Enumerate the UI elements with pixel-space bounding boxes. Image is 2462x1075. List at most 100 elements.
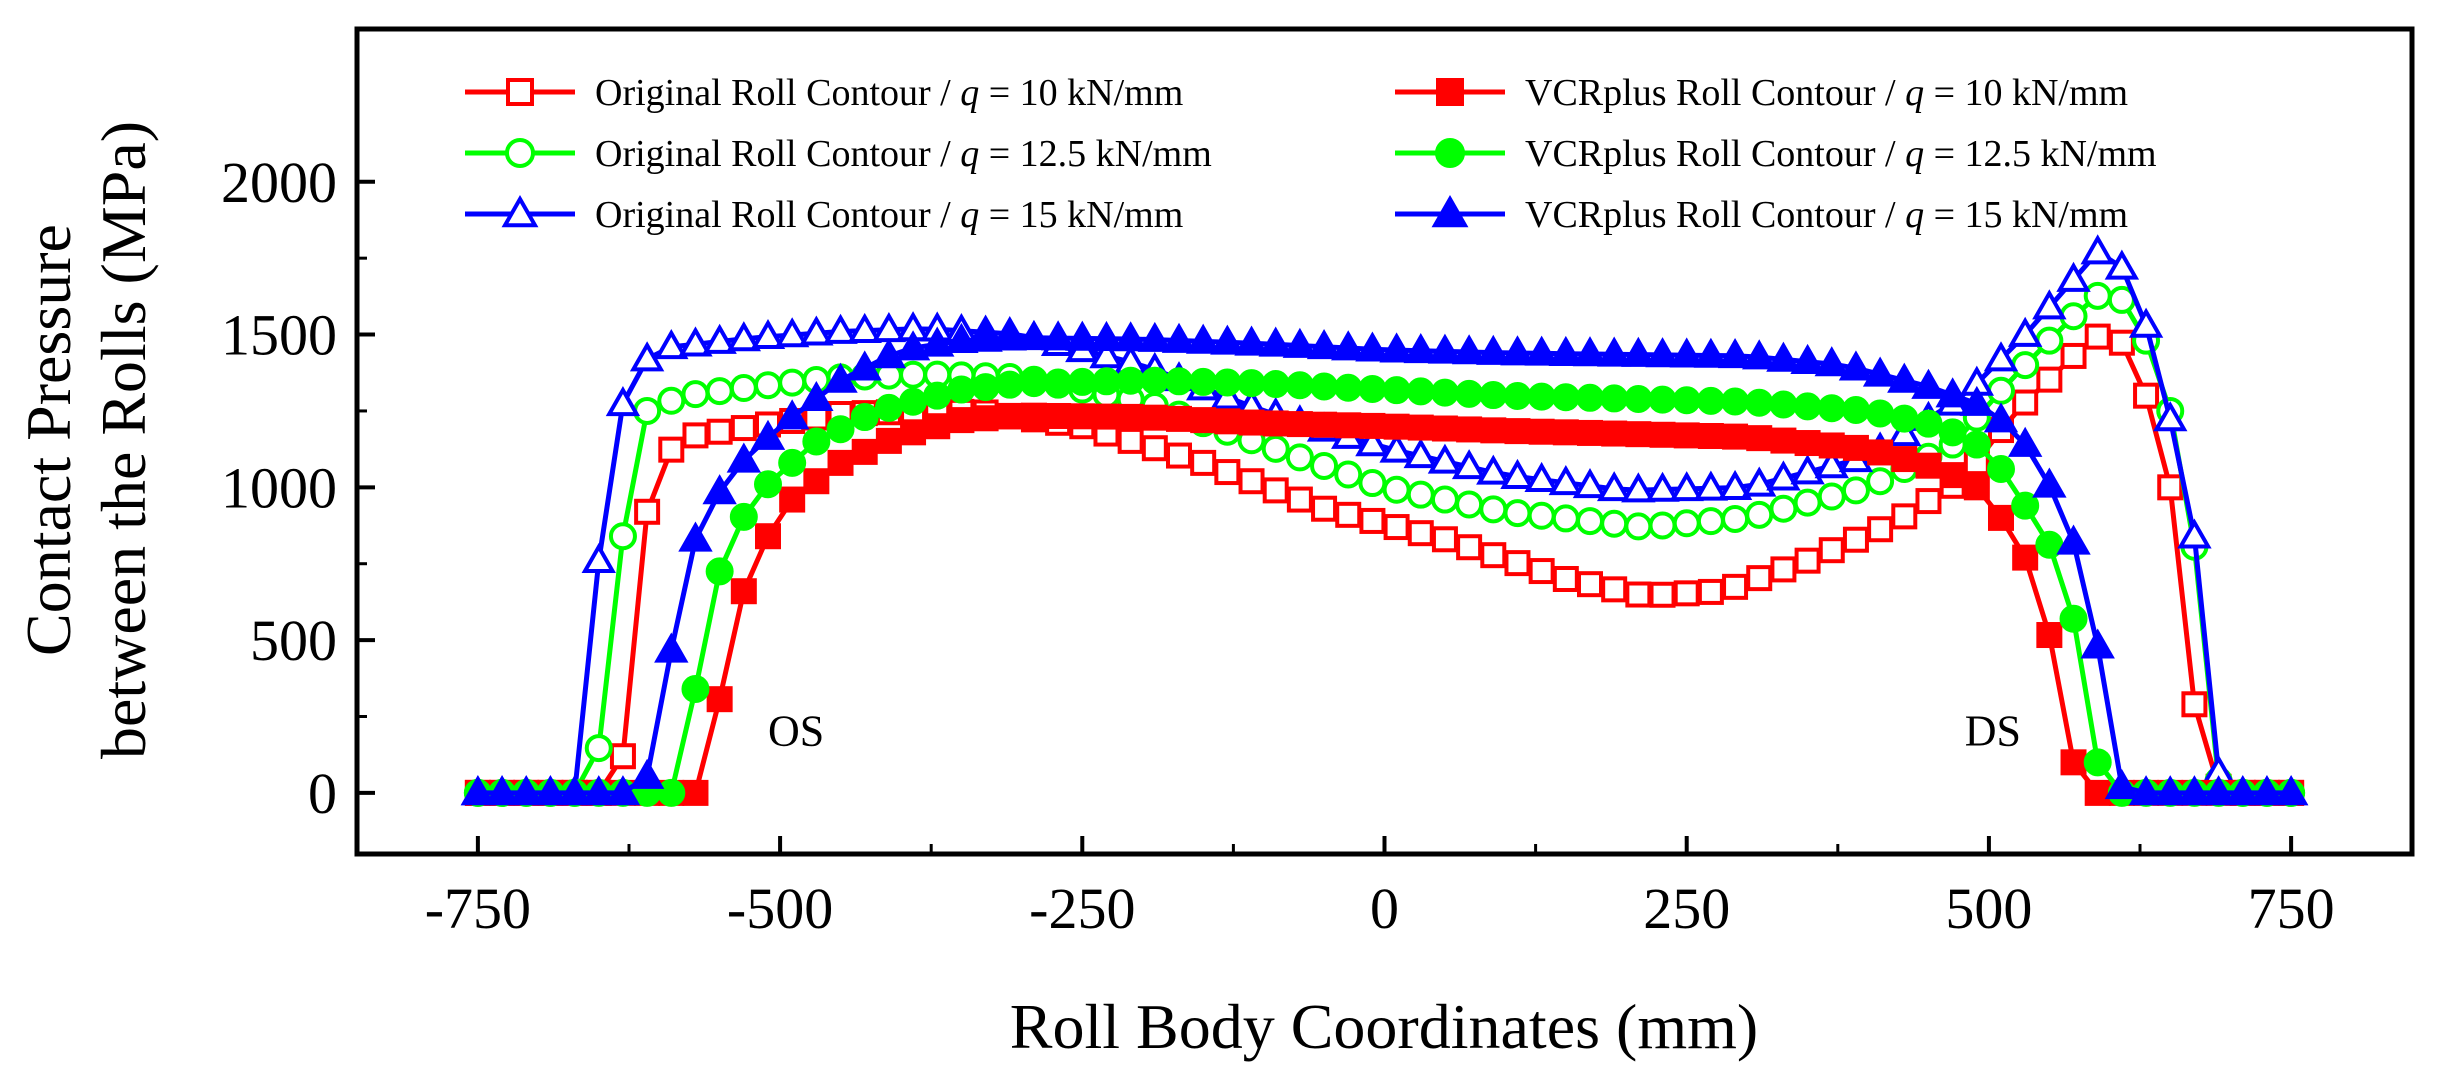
data-point — [2035, 326, 2064, 355]
data-point — [1403, 438, 1438, 469]
data-point — [1479, 495, 1508, 524]
data-point — [847, 312, 882, 343]
legend-label: VCRplus Roll Contour / q = 15 kN/mm — [1525, 194, 2128, 236]
data-point — [1210, 324, 1245, 355]
data-point — [1746, 425, 1773, 452]
data-point — [2056, 524, 2091, 555]
data-point — [605, 775, 641, 806]
data-point — [1237, 369, 1266, 398]
data-point — [1069, 403, 1096, 430]
data-point — [1261, 434, 1290, 463]
data-point — [1745, 388, 1774, 417]
data-point — [778, 448, 807, 477]
data-point — [1456, 534, 1483, 561]
data-point — [2059, 302, 2088, 331]
data-point — [2012, 389, 2039, 416]
data-point — [1334, 373, 1363, 402]
data-point — [2007, 426, 2043, 457]
data-point — [779, 486, 806, 513]
legend-label: VCRplus Roll Contour / q = 10 kN/mm — [1525, 72, 2128, 114]
data-point — [460, 775, 496, 806]
data-point — [1572, 336, 1608, 367]
data-point — [1621, 336, 1656, 367]
data-point — [803, 468, 830, 495]
data-point — [629, 341, 665, 372]
data-point — [1238, 468, 1265, 495]
annotations: OS DS — [768, 707, 2021, 756]
data-point — [1403, 332, 1438, 364]
data-point — [1697, 578, 1724, 605]
data-point — [1214, 459, 1241, 486]
data-point — [847, 350, 882, 381]
data-point — [1988, 504, 2014, 531]
data-point — [1769, 494, 1798, 523]
data-point — [1161, 322, 1197, 353]
data-point — [1551, 383, 1580, 412]
data-point — [827, 449, 854, 476]
legend-swatch-marker — [505, 138, 535, 168]
data-point — [1019, 369, 1048, 398]
data-point — [1818, 537, 1845, 564]
data-point — [1790, 454, 1825, 485]
data-point — [729, 502, 758, 531]
data-point — [823, 362, 858, 393]
data-point — [874, 393, 903, 422]
data-point — [1165, 367, 1193, 396]
data-point — [2128, 775, 2164, 806]
data-point — [1915, 488, 1942, 515]
data-point — [584, 734, 613, 763]
series-layer — [460, 234, 2309, 807]
data-point — [706, 418, 733, 445]
data-point — [1817, 482, 1846, 511]
legend-swatch-marker — [1435, 138, 1465, 168]
data-point — [2060, 342, 2087, 369]
data-point — [730, 415, 757, 442]
data-point — [2084, 779, 2111, 806]
data-point — [1379, 332, 1414, 363]
data-point — [1742, 339, 1777, 370]
data-point — [1141, 404, 1168, 431]
data-point — [1528, 558, 1555, 585]
data-point — [2133, 382, 2160, 409]
annotation-os: OS — [768, 707, 824, 756]
data-point — [1669, 471, 1704, 502]
data-point — [1814, 346, 1849, 377]
data-point — [2225, 775, 2260, 806]
data-point — [1577, 571, 1603, 598]
data-point — [1113, 321, 1148, 352]
data-point — [1476, 334, 1511, 365]
data-point — [2012, 544, 2039, 571]
data-point — [948, 407, 975, 434]
data-point — [750, 318, 786, 350]
data-point — [1262, 410, 1289, 437]
data-point — [1430, 378, 1459, 407]
data-point — [1939, 462, 1966, 489]
data-point — [1673, 422, 1700, 449]
data-point — [1383, 514, 1410, 541]
data-point — [1669, 337, 1704, 368]
x-tick-label: 250 — [1643, 876, 1730, 941]
data-point — [1790, 343, 1825, 374]
data-point — [1359, 507, 1386, 534]
data-point — [1911, 368, 1946, 399]
data-point — [1068, 367, 1097, 396]
data-point — [1406, 377, 1435, 406]
data-point — [920, 326, 955, 357]
data-point — [1355, 426, 1390, 457]
data-point — [1286, 486, 1313, 513]
data-point — [1838, 350, 1874, 381]
data-point — [2153, 401, 2188, 432]
data-point — [1818, 432, 1845, 459]
data-point — [654, 328, 689, 360]
series-6 — [460, 319, 2309, 806]
legend-label: VCRplus Roll Contour / q = 12.5 kN/mm — [1525, 133, 2157, 175]
data-point — [633, 396, 662, 425]
data-point — [968, 321, 1003, 352]
data-point — [2084, 323, 2111, 350]
data-point — [1189, 367, 1218, 396]
data-point — [774, 399, 810, 430]
data-point — [1596, 336, 1632, 367]
data-point — [947, 375, 976, 404]
data-point — [850, 403, 879, 432]
